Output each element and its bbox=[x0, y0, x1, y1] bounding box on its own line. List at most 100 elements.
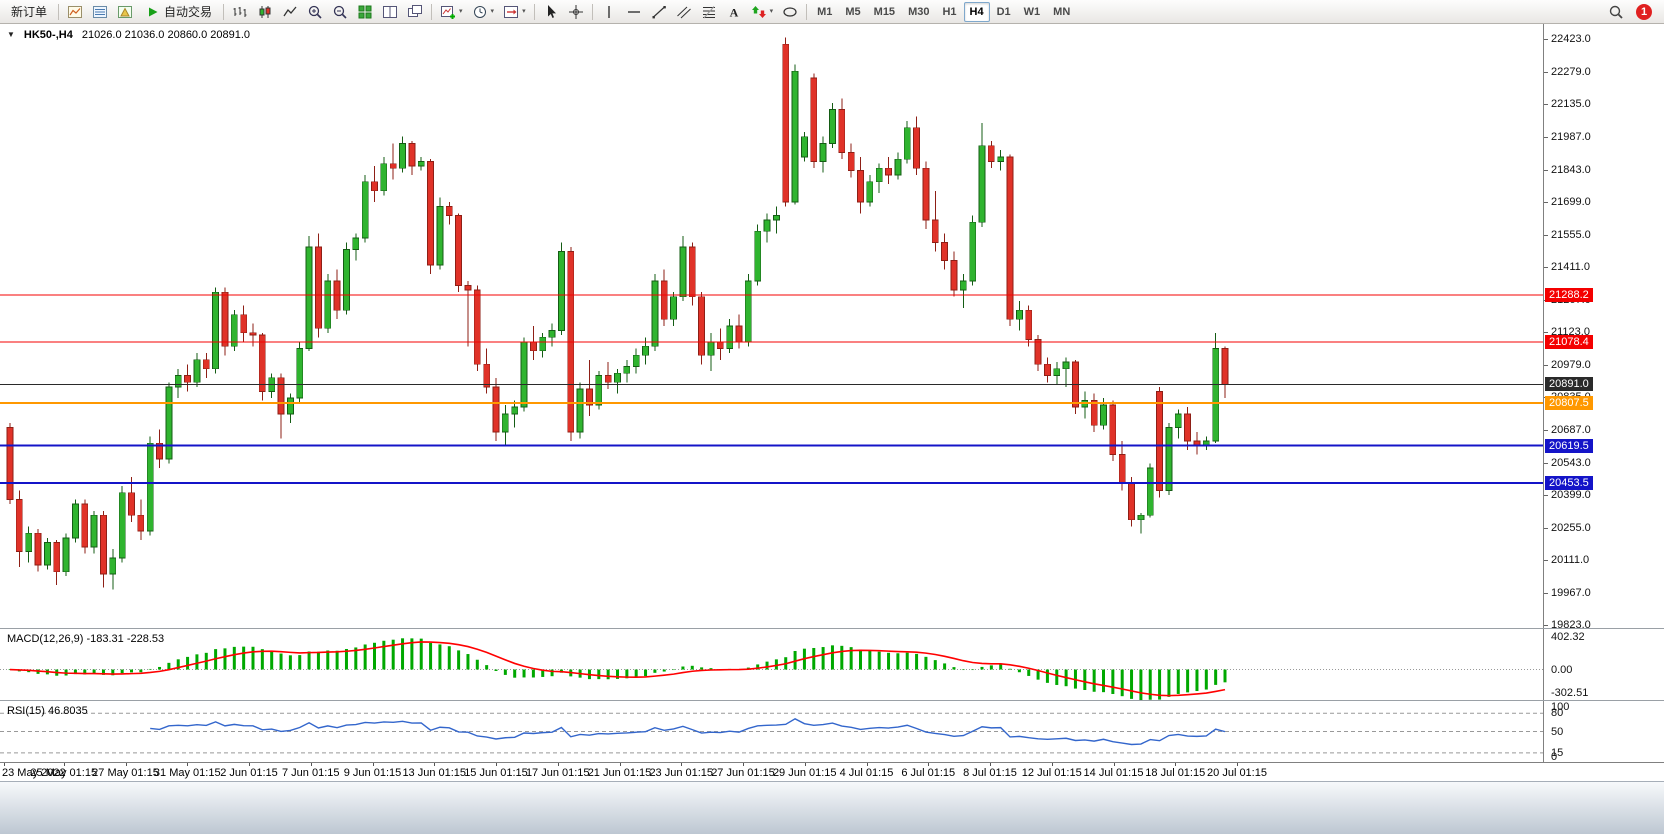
candle[interactable] bbox=[258, 334, 266, 392]
crosshair-button[interactable] bbox=[564, 2, 588, 22]
panel-separator[interactable] bbox=[0, 628, 1664, 629]
candle[interactable] bbox=[277, 377, 285, 415]
candle[interactable] bbox=[885, 167, 892, 176]
candle[interactable] bbox=[1137, 514, 1145, 521]
candle[interactable] bbox=[735, 325, 743, 343]
main-chart-canvas[interactable] bbox=[0, 24, 1543, 628]
data-window-button[interactable] bbox=[88, 2, 112, 22]
candle[interactable] bbox=[604, 375, 612, 383]
shapes-button[interactable] bbox=[778, 2, 802, 22]
price-axis[interactable]: 21288.2 21078.4 20891.0 20807.5 20619.5 20453… bbox=[1543, 24, 1664, 781]
candle[interactable] bbox=[1118, 454, 1126, 485]
candle[interactable] bbox=[1053, 368, 1061, 376]
candle[interactable] bbox=[1025, 309, 1033, 340]
timeframe-m15-button[interactable]: M15 bbox=[868, 2, 901, 22]
candle[interactable] bbox=[473, 289, 481, 365]
candle[interactable] bbox=[128, 492, 135, 516]
chart-plot-area[interactable]: ▼ HK50-,H4 21026.0 21036.0 20860.0 20891… bbox=[0, 24, 1543, 781]
candle[interactable] bbox=[716, 341, 724, 349]
candle[interactable] bbox=[941, 242, 949, 262]
candle[interactable] bbox=[445, 206, 453, 216]
navigator-button[interactable] bbox=[113, 2, 137, 22]
text-button[interactable]: A bbox=[722, 2, 746, 22]
candle[interactable] bbox=[399, 143, 406, 169]
vertical-line-button[interactable] bbox=[597, 2, 621, 22]
fibonacci-button[interactable] bbox=[697, 2, 721, 22]
candle[interactable] bbox=[240, 314, 248, 334]
candle[interactable] bbox=[698, 296, 706, 356]
one-click-trading-toggle[interactable]: ▼ bbox=[7, 30, 15, 39]
candle[interactable] bbox=[726, 325, 734, 349]
candle[interactable] bbox=[651, 280, 659, 347]
candle[interactable] bbox=[857, 170, 864, 203]
candle[interactable] bbox=[978, 145, 986, 223]
line-chart-button[interactable] bbox=[278, 2, 302, 22]
zoom-in-button[interactable] bbox=[303, 2, 327, 22]
timeframe-m1-button[interactable]: M1 bbox=[811, 2, 838, 22]
candle[interactable] bbox=[529, 341, 537, 352]
candle[interactable] bbox=[483, 363, 491, 388]
candle[interactable] bbox=[6, 427, 14, 500]
candle[interactable] bbox=[632, 354, 640, 367]
bar-chart-button[interactable] bbox=[228, 2, 252, 22]
candle[interactable] bbox=[427, 161, 434, 266]
new-order-button[interactable]: 新订单 bbox=[4, 2, 54, 22]
candle[interactable] bbox=[558, 251, 565, 331]
candle[interactable] bbox=[62, 537, 70, 573]
auto-arrange-button[interactable] bbox=[378, 2, 402, 22]
chart-shift-button[interactable]: ▾ bbox=[499, 2, 530, 22]
candle[interactable] bbox=[1174, 413, 1182, 428]
candle[interactable] bbox=[1044, 363, 1051, 376]
candle[interactable] bbox=[642, 345, 649, 356]
candle[interactable] bbox=[922, 167, 930, 221]
price-level-lines[interactable] bbox=[0, 294, 1543, 484]
candle[interactable] bbox=[25, 532, 33, 552]
candle[interactable] bbox=[380, 163, 388, 192]
candle[interactable] bbox=[361, 181, 369, 239]
candle[interactable] bbox=[1062, 361, 1070, 370]
candle[interactable] bbox=[1146, 467, 1154, 516]
candle[interactable] bbox=[829, 109, 836, 144]
candle[interactable] bbox=[660, 280, 668, 320]
time-axis[interactable]: 23 May 2022 25 May 01:15 27 May 01:15 31 Ma… bbox=[0, 762, 1664, 781]
candle[interactable] bbox=[913, 127, 920, 169]
candle[interactable] bbox=[744, 280, 752, 343]
candle[interactable] bbox=[156, 442, 163, 460]
candle[interactable] bbox=[623, 366, 631, 374]
candle[interactable] bbox=[595, 375, 603, 406]
candle[interactable] bbox=[987, 145, 995, 162]
candle[interactable] bbox=[137, 514, 145, 532]
candle[interactable] bbox=[511, 406, 519, 415]
new-chart-button[interactable]: ▾ bbox=[436, 2, 467, 22]
cascade-windows-button[interactable] bbox=[403, 2, 427, 22]
candle[interactable] bbox=[894, 158, 902, 176]
candle[interactable] bbox=[1015, 309, 1023, 320]
candle[interactable] bbox=[43, 541, 51, 566]
candle[interactable] bbox=[1184, 413, 1192, 442]
candle[interactable] bbox=[34, 532, 42, 566]
candle[interactable] bbox=[950, 260, 958, 291]
candle[interactable] bbox=[315, 246, 322, 329]
candle[interactable] bbox=[408, 143, 416, 167]
candle[interactable] bbox=[492, 386, 500, 433]
macd-canvas[interactable] bbox=[0, 629, 1543, 700]
candle[interactable] bbox=[959, 280, 967, 291]
candle[interactable] bbox=[1128, 483, 1135, 521]
candle[interactable] bbox=[53, 541, 61, 573]
candle[interactable] bbox=[548, 330, 556, 338]
candle[interactable] bbox=[997, 156, 1005, 162]
candle[interactable] bbox=[109, 557, 117, 575]
candle[interactable] bbox=[455, 215, 463, 286]
candle[interactable] bbox=[875, 167, 883, 183]
candle[interactable] bbox=[1156, 390, 1163, 491]
candle[interactable] bbox=[184, 375, 191, 383]
tile-windows-button[interactable] bbox=[353, 2, 377, 22]
candle[interactable] bbox=[174, 375, 182, 388]
candle[interactable] bbox=[146, 442, 154, 532]
candle[interactable] bbox=[165, 386, 173, 460]
candle[interactable] bbox=[1221, 348, 1229, 385]
candle[interactable] bbox=[221, 291, 229, 347]
candle[interactable] bbox=[810, 77, 818, 162]
candle[interactable] bbox=[1006, 156, 1014, 320]
candle[interactable] bbox=[202, 359, 210, 370]
